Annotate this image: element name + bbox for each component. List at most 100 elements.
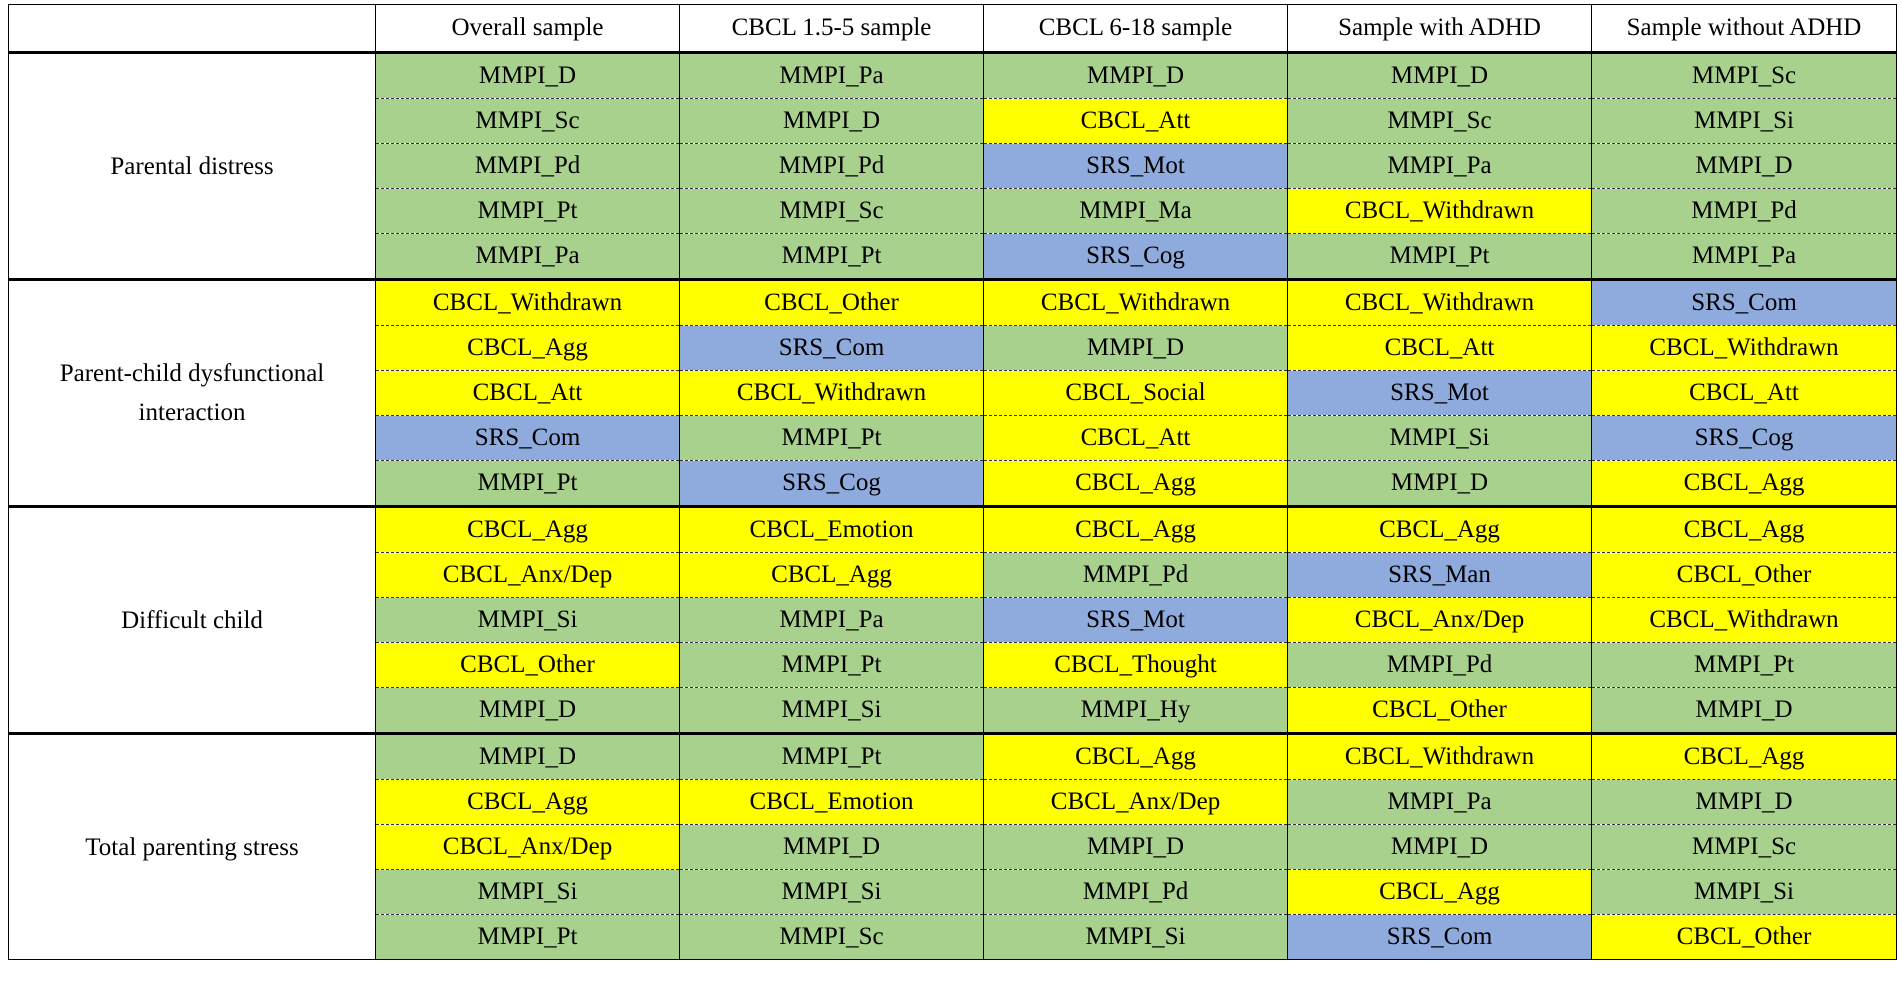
group-label: Parent-child dysfunctional interaction [8,278,376,507]
predictor-cell: MMPI_Pt [1591,642,1897,688]
predictor-cell: CBCL_Agg [1591,460,1897,507]
predictor-cell: MMPI_Sc [679,914,984,960]
predictor-cell: CBCL_Agg [375,779,680,825]
group-label: Difficult child [8,505,376,734]
predictor-cell: MMPI_Pa [375,233,680,280]
predictor-cell: MMPI_Pd [1591,188,1897,234]
predictor-cell: MMPI_Hy [983,687,1288,734]
table-row: SRS_Com MMPI_Pt CBCL_Att MMPI_Si SRS_Cog [9,415,1897,461]
predictor-cell: CBCL_Withdrawn [1591,325,1897,371]
table-row: MMPI_Pt SRS_Cog CBCL_Agg MMPI_D CBCL_Agg [9,460,1897,507]
predictor-cell: CBCL_Att [1287,325,1592,371]
predictor-cell: MMPI_Pa [1287,779,1592,825]
predictor-cell: CBCL_Withdrawn [1287,188,1592,234]
predictor-cell: MMPI_Sc [679,188,984,234]
predictor-cell: MMPI_D [375,732,680,780]
table-row: CBCL_Other MMPI_Pt CBCL_Thought MMPI_Pd MMPI… [9,642,1897,688]
predictor-cell: CBCL_Att [375,370,680,416]
predictor-cell: CBCL_Anx/Dep [375,824,680,870]
predictor-cell: MMPI_D [679,98,984,144]
column-header: Sample with ADHD [1287,4,1592,54]
predictor-cell: CBCL_Withdrawn [983,278,1288,326]
column-header: Overall sample [375,4,680,54]
predictor-cell: MMPI_D [375,52,680,99]
table-row: Parental distress MMPI_D MMPI_Pa MMPI_D MMPI… [8,51,1897,280]
group-label: Total parenting stress [8,732,376,960]
corner-cell [8,4,376,54]
table-body: Parental distress MMPI_D MMPI_Pa MMPI_D MMPI… [8,51,1897,960]
predictor-cell: MMPI_Ma [983,188,1288,234]
predictor-cell: MMPI_D [983,325,1288,371]
predictor-cell: CBCL_Att [983,415,1288,461]
predictor-cell: CBCL_Anx/Dep [1287,597,1592,643]
predictor-cell: CBCL_Att [983,98,1288,144]
predictor-cell: CBCL_Anx/Dep [375,552,680,598]
predictor-cell: CBCL_Agg [1287,869,1592,915]
predictor-cell: MMPI_Sc [1287,98,1592,144]
predictor-cell: SRS_Com [1591,278,1897,326]
predictor-cell: CBCL_Agg [983,460,1288,507]
table-row: MMPI_Si MMPI_Pa SRS_Mot CBCL_Anx/Dep CBCL_Wi… [9,597,1897,643]
predictor-cell: CBCL_Agg [679,552,984,598]
table-row: CBCL_Agg CBCL_Emotion CBCL_Anx/Dep MMPI_Pa M… [9,779,1897,825]
group-label: Parental distress [8,51,376,280]
predictor-cell: CBCL_Agg [1591,505,1897,553]
predictor-cell: MMPI_Pd [983,552,1288,598]
predictor-cell: MMPI_D [375,687,680,734]
predictor-cell: MMPI_Pd [983,869,1288,915]
predictor-cell: SRS_Mot [983,143,1288,189]
predictor-cell: MMPI_D [983,52,1288,99]
predictor-cell: MMPI_Pd [375,143,680,189]
predictor-cell: MMPI_Si [679,869,984,915]
predictor-cell: MMPI_D [983,824,1288,870]
predictor-cell: SRS_Cog [1591,415,1897,461]
predictor-cell: MMPI_Si [1591,869,1897,915]
table-row: CBCL_Anx/Dep MMPI_D MMPI_D MMPI_D MMPI_Sc [9,824,1897,870]
predictor-cell: CBCL_Agg [375,325,680,371]
table-row: MMPI_D MMPI_Si MMPI_Hy CBCL_Other MMPI_D [9,687,1897,734]
predictor-cell: MMPI_Pt [375,460,680,507]
table-row: MMPI_Pd MMPI_Pd SRS_Mot MMPI_Pa MMPI_D [9,143,1897,189]
predictor-cell: MMPI_Pa [1287,143,1592,189]
table-row: MMPI_Si MMPI_Si MMPI_Pd CBCL_Agg MMPI_Si [9,869,1897,915]
predictor-ranking-table: Overall sample CBCL 1.5-5 sample CBCL 6-… [8,4,1897,960]
predictor-cell: MMPI_Sc [1591,52,1897,99]
predictor-cell: MMPI_Pt [1287,233,1592,280]
predictor-cell: CBCL_Withdrawn [679,370,984,416]
predictor-cell: CBCL_Other [375,642,680,688]
table-row: MMPI_Pa MMPI_Pt SRS_Cog MMPI_Pt MMPI_Pa [9,233,1897,280]
predictor-cell: MMPI_D [1591,687,1897,734]
predictor-cell: CBCL_Social [983,370,1288,416]
predictor-cell: CBCL_Att [1591,370,1897,416]
predictor-cell: MMPI_Pd [1287,642,1592,688]
predictor-cell: SRS_Mot [1287,370,1592,416]
predictor-cell: MMPI_Si [375,597,680,643]
predictor-cell: MMPI_Pt [679,415,984,461]
predictor-cell: MMPI_Si [983,914,1288,960]
table-row: Total parenting stress MMPI_D MMPI_Pt CBCL_… [8,732,1897,960]
predictor-cell: SRS_Man [1287,552,1592,598]
predictor-cell: CBCL_Emotion [679,505,984,553]
predictor-cell: SRS_Mot [983,597,1288,643]
predictor-cell: MMPI_Pa [1591,233,1897,280]
predictor-cell: SRS_Com [679,325,984,371]
column-header: CBCL 1.5-5 sample [679,4,984,54]
predictor-cell: MMPI_D [1287,824,1592,870]
predictor-cell: MMPI_D [1591,143,1897,189]
predictor-cell: CBCL_Emotion [679,779,984,825]
predictor-cell: CBCL_Agg [983,732,1288,780]
predictor-cell: SRS_Cog [679,460,984,507]
predictor-cell: CBCL_Other [1287,687,1592,734]
predictor-cell: CBCL_Other [1591,552,1897,598]
predictor-cell: MMPI_Pt [679,233,984,280]
predictor-cell: MMPI_Pt [375,188,680,234]
predictor-cell: CBCL_Agg [1287,505,1592,553]
predictor-cell: SRS_Cog [983,233,1288,280]
column-header: Sample without ADHD [1591,4,1897,54]
predictor-cell: MMPI_Pa [679,597,984,643]
predictor-cell: MMPI_Si [679,687,984,734]
predictor-cell: CBCL_Agg [1591,732,1897,780]
table-row: Difficult child CBCL_Agg CBCL_Emotion CBCL_… [8,505,1897,734]
predictor-cell: MMPI_Pd [679,143,984,189]
predictor-cell: MMPI_Si [1591,98,1897,144]
